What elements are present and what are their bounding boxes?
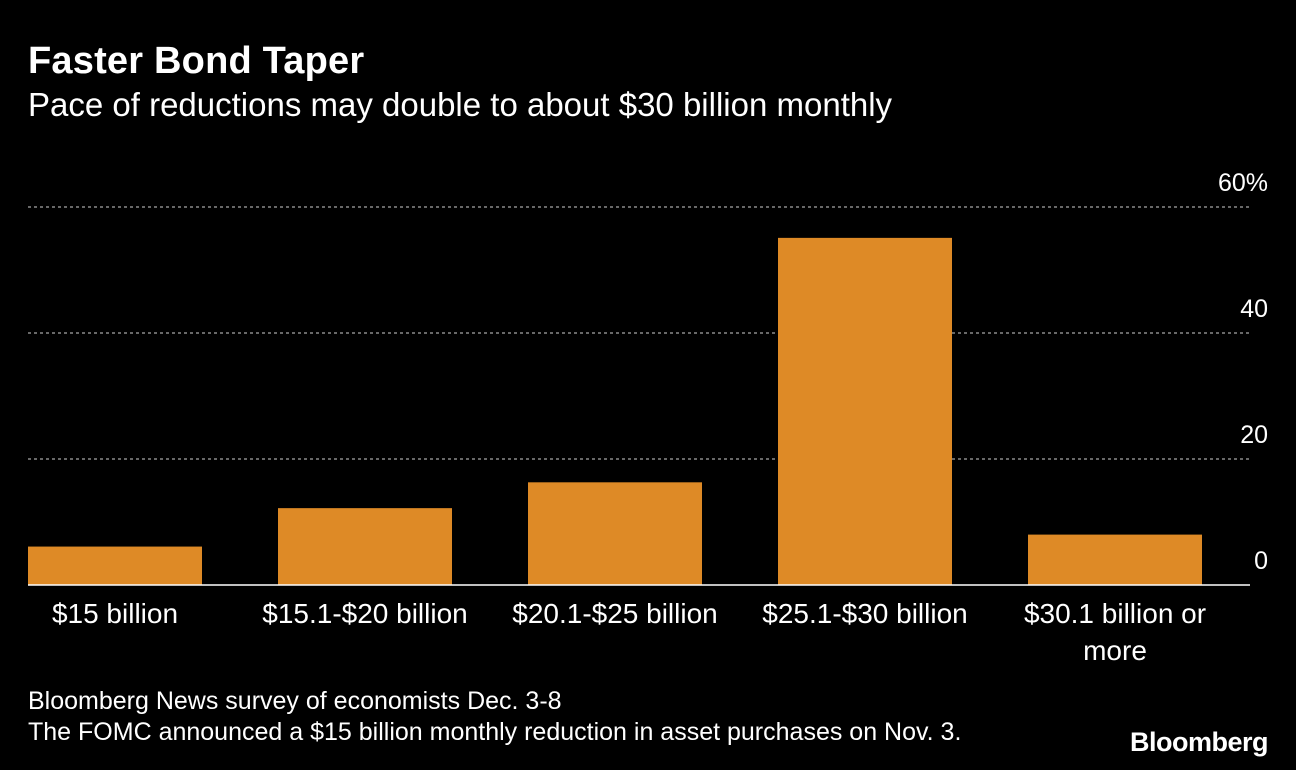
footnote-note: The FOMC announced a $15 billion monthly… xyxy=(28,718,962,746)
x-tick-label-0: $15 billion xyxy=(52,598,178,629)
footnote-source: Bloomberg News survey of economists Dec.… xyxy=(28,687,562,715)
chart-title: Faster Bond Taper xyxy=(28,40,365,82)
x-tick-label-2: $20.1-$25 billion xyxy=(512,598,718,629)
x-tick-label-4-line-1: more xyxy=(1083,635,1147,666)
bar-0 xyxy=(28,546,202,585)
bar-2 xyxy=(528,482,702,585)
chart-subtitle: Pace of reductions may double to about $… xyxy=(28,86,893,123)
bloomberg-logo: Bloomberg xyxy=(1129,727,1269,757)
x-tick-label-3: $25.1-$30 billion xyxy=(762,598,968,629)
y-tick-label-60: 60% xyxy=(1218,169,1268,197)
x-tick-label-4-line-0: $30.1 billion or xyxy=(1024,598,1206,629)
y-tick-label-20: 20 xyxy=(1240,421,1268,449)
y-tick-label-0: 0 xyxy=(1254,547,1268,575)
bar-1 xyxy=(278,508,452,585)
y-tick-label-40: 40 xyxy=(1240,295,1268,323)
bar-3 xyxy=(778,237,952,585)
x-tick-label-1: $15.1-$20 billion xyxy=(262,598,468,629)
bar-chart: 0 20 40 60% $15 billion $15.1-$20 billion $20.… xyxy=(28,169,1268,666)
bar-4 xyxy=(1028,534,1202,585)
